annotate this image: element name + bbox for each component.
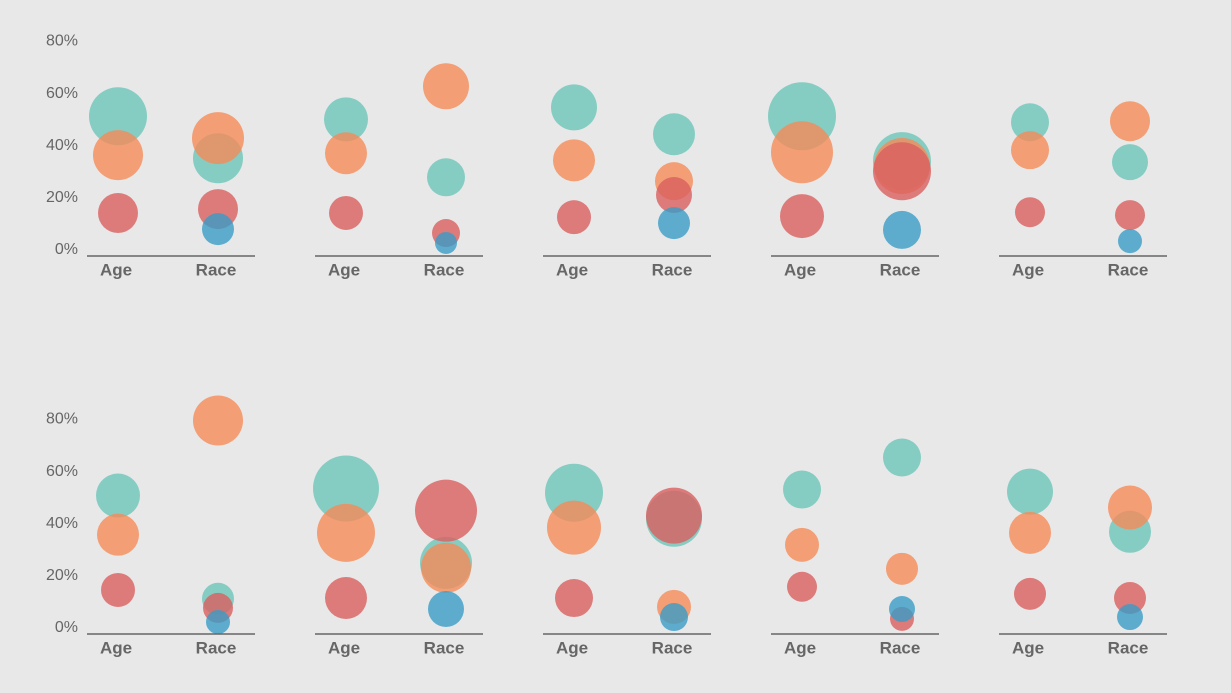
bubble xyxy=(98,192,138,233)
x-tick-label: Race xyxy=(1108,260,1149,279)
y-tick-label: 20% xyxy=(46,189,78,206)
bubble xyxy=(1007,468,1053,515)
bubble xyxy=(325,132,367,175)
bubble xyxy=(1014,577,1046,610)
y-tick-label: 60% xyxy=(46,463,78,480)
x-tick-label: Race xyxy=(652,638,693,657)
x-tick-label: Age xyxy=(100,638,132,657)
y-tick-label: 80% xyxy=(46,33,78,50)
bubble xyxy=(97,513,139,556)
bubble xyxy=(873,142,931,201)
bubble xyxy=(886,552,918,585)
x-tick-label: Age xyxy=(328,260,360,279)
bubble xyxy=(193,395,243,446)
bubble xyxy=(202,213,234,246)
bubble xyxy=(435,231,457,254)
bubble xyxy=(1011,103,1049,142)
y-tick-label: 0% xyxy=(55,241,78,258)
bubble xyxy=(415,479,477,542)
bubble xyxy=(325,577,367,620)
x-tick-label: Age xyxy=(1012,260,1044,279)
y-tick-label: 40% xyxy=(46,515,78,532)
bubble xyxy=(658,207,690,240)
bubble xyxy=(1108,485,1152,530)
bubble xyxy=(1115,200,1145,231)
bubble xyxy=(787,571,817,602)
bubble xyxy=(192,112,244,165)
bubble xyxy=(317,503,375,562)
bubble xyxy=(780,194,824,239)
x-tick-label: Age xyxy=(100,260,132,279)
bubble xyxy=(89,87,147,146)
bubble xyxy=(93,130,143,181)
bubble xyxy=(653,113,695,156)
bubble xyxy=(660,603,688,632)
bubble xyxy=(883,438,921,477)
bubble xyxy=(551,84,597,131)
bubble xyxy=(646,487,702,544)
bubble xyxy=(1009,511,1051,554)
bubble xyxy=(421,542,471,593)
x-tick-label: Age xyxy=(784,260,816,279)
bubble xyxy=(1118,229,1142,254)
bubble xyxy=(423,63,469,110)
y-tick-label: 20% xyxy=(46,567,78,584)
x-tick-label: Race xyxy=(1108,638,1149,657)
x-tick-label: Age xyxy=(784,638,816,657)
bubble xyxy=(547,500,601,555)
bubble xyxy=(1112,144,1148,181)
x-tick-label: Race xyxy=(424,260,465,279)
bubble xyxy=(428,590,464,627)
x-tick-label: Race xyxy=(880,260,921,279)
bubble xyxy=(427,158,465,197)
x-tick-label: Age xyxy=(556,260,588,279)
y-tick-label: 60% xyxy=(46,85,78,102)
x-tick-label: Race xyxy=(652,260,693,279)
bubble xyxy=(771,121,833,184)
bubble xyxy=(1114,582,1146,615)
bubble xyxy=(96,473,140,518)
bubble xyxy=(313,455,379,522)
bubble xyxy=(1110,101,1150,142)
x-tick-label: Race xyxy=(196,260,237,279)
x-tick-label: Race xyxy=(880,638,921,657)
bubble xyxy=(1015,197,1045,228)
bubble xyxy=(555,579,593,618)
x-tick-label: Race xyxy=(424,638,465,657)
bubble xyxy=(101,572,135,607)
bubble xyxy=(324,97,368,142)
bubble xyxy=(783,470,821,509)
bubble xyxy=(206,610,230,635)
bubble xyxy=(1011,131,1049,170)
y-tick-label: 0% xyxy=(55,619,78,636)
bubble xyxy=(889,595,915,622)
y-tick-label: 80% xyxy=(46,411,78,428)
x-tick-label: Age xyxy=(556,638,588,657)
bubble xyxy=(553,139,595,182)
bubble xyxy=(883,210,921,249)
bubble xyxy=(557,200,591,235)
bubble xyxy=(656,176,692,213)
bubble xyxy=(329,195,363,230)
x-tick-label: Age xyxy=(328,638,360,657)
x-tick-label: Age xyxy=(1012,638,1044,657)
y-tick-label: 40% xyxy=(46,137,78,154)
bubble xyxy=(785,527,819,562)
x-tick-label: Race xyxy=(196,638,237,657)
bubble xyxy=(1117,604,1143,631)
